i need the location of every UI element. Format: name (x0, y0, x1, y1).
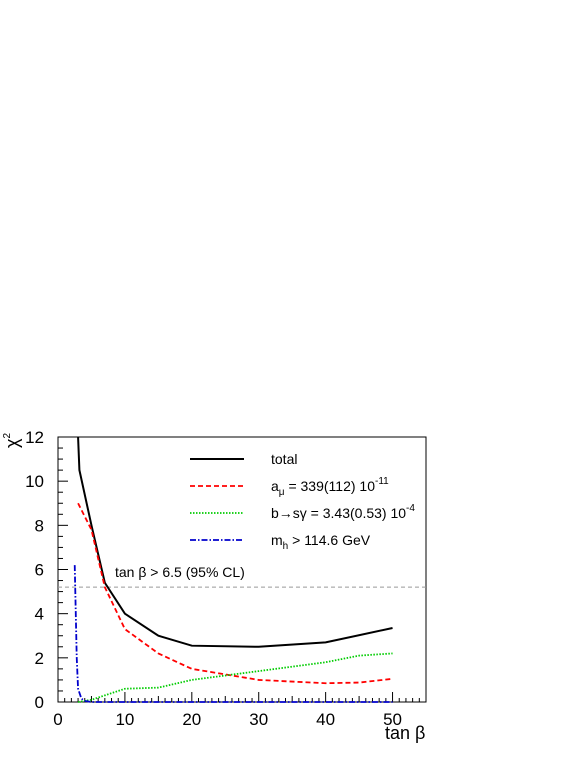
x-tick-label: 50 (383, 710, 402, 729)
legend-label-1: aμ = 339(112) 10-11 (271, 476, 389, 498)
series-line-1 (77, 502, 393, 685)
y-axis-label-chi: χ (2, 438, 22, 448)
y-tick-label: 0 (35, 693, 44, 712)
legend-label-0: total (271, 451, 297, 467)
legend: total aμ = 339(112) 10-11 b→sγ = 3.43(0.53… (190, 451, 415, 552)
y-axis-label: χ2 (2, 433, 22, 448)
x-tick-label: 30 (249, 710, 268, 729)
y-tick-label: 12 (25, 428, 44, 447)
y-tick-labels: 0 2 4 6 8 10 12 (25, 428, 44, 712)
y-tick-label: 10 (25, 472, 44, 491)
legend-label-3: mh > 114.6 GeV (271, 532, 371, 552)
series-line-3 (73, 565, 393, 703)
x-axis-label: tan β (385, 723, 425, 743)
x-tick-label: 20 (182, 710, 201, 729)
x-tick-label: 40 (316, 710, 335, 729)
y-axis-label-exp: 2 (2, 433, 13, 439)
y-tick-label: 4 (35, 605, 44, 624)
x-tick-label: 10 (115, 710, 134, 729)
series-lines (73, 436, 393, 703)
y-tick-label: 2 (35, 649, 44, 668)
x-tick-label: 0 (53, 710, 62, 729)
reference-line-label: tan β > 6.5 (95% CL) (115, 564, 245, 580)
y-tick-label: 8 (35, 516, 44, 535)
series-line-0 (77, 436, 393, 648)
y-tick-label: 6 (35, 561, 44, 580)
series-line-2 (77, 652, 393, 703)
legend-label-2: b→sγ = 3.43(0.53) 10-4 (271, 503, 415, 521)
x-tick-labels: 0 10 20 30 40 50 (53, 710, 402, 729)
